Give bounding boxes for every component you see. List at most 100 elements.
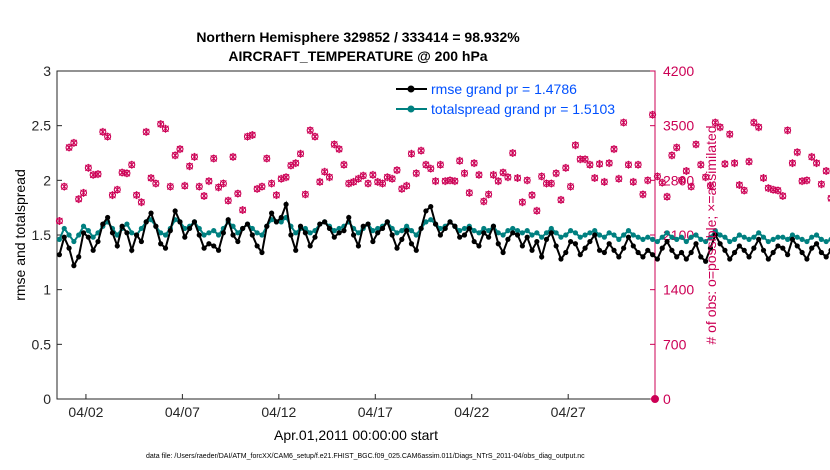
obs-assimilated-point: [470, 159, 478, 168]
rmse-point: [167, 228, 173, 234]
rmse-point: [201, 245, 207, 251]
rmse-point: [486, 234, 492, 240]
totalspread-point: [640, 236, 646, 242]
obs-assimilated-point: [224, 196, 232, 205]
totalspread-point: [61, 225, 67, 232]
rmse-point: [355, 243, 362, 249]
obs-assimilated-point: [220, 179, 227, 188]
totalspread-point: [799, 236, 805, 242]
totalspread-point: [408, 228, 415, 234]
obs-assimilated-point: [663, 192, 671, 201]
obs-assimilated-point: [547, 179, 555, 188]
totalspread-point: [813, 232, 820, 238]
totalspread-point: [760, 234, 767, 240]
totalspread-point: [780, 234, 786, 240]
totalspread-point: [635, 234, 641, 240]
rmse-point: [211, 243, 217, 249]
obs-assimilated-point: [552, 169, 560, 178]
totalspread-point: [404, 223, 410, 229]
obs-assimilated-point: [740, 186, 748, 195]
rmse-point: [510, 230, 516, 236]
rmse-point: [143, 219, 149, 225]
rmse-point: [264, 223, 270, 229]
rmse-point: [162, 245, 169, 251]
obs-assimilated-point: [128, 160, 136, 169]
rmse-point: [452, 223, 458, 229]
y-right-label: # of obs: o=possible; ×=assimilated: [703, 125, 719, 344]
totalspread-point: [751, 234, 757, 240]
rmse-point: [731, 249, 738, 256]
obs-assimilated-point: [678, 176, 685, 185]
rmse-point: [683, 256, 689, 262]
obs-assimilated-point: [176, 145, 184, 154]
rmse-point: [249, 232, 255, 238]
rmse-point: [471, 238, 477, 245]
y-left-tick-label: 0: [43, 391, 51, 407]
rmse-point: [572, 241, 579, 247]
obs-assimilated-point: [692, 140, 700, 149]
rmse-point: [346, 214, 352, 221]
rmse-point: [119, 223, 125, 229]
obs-assimilated-point: [687, 182, 695, 191]
rmse-point: [577, 252, 583, 258]
rmse-point: [423, 208, 429, 214]
obs-assimilated-point: [707, 181, 714, 190]
rmse-point: [302, 230, 308, 236]
obs-assimilated-point: [697, 160, 705, 169]
rmse-point: [524, 234, 530, 240]
totalspread-point: [717, 232, 723, 238]
rmse-point: [500, 249, 506, 256]
obs-assimilated-point: [287, 161, 295, 170]
rmse-point: [659, 245, 665, 251]
legend: rmse grand pr = 1.4786 totalspread grand…: [396, 81, 615, 117]
rmse-point: [56, 252, 63, 258]
obs-assimilated-point: [152, 179, 160, 188]
legend-rmse-label: rmse grand pr = 1.4786: [431, 81, 577, 97]
obs-assimilated-point: [393, 166, 401, 175]
obs-assimilated-point: [760, 173, 767, 182]
rmse-point: [813, 241, 820, 247]
obs-assimilated-point: [234, 189, 242, 198]
rmse-point: [799, 249, 805, 256]
rmse-point: [712, 232, 718, 238]
totalspread-point: [582, 232, 588, 238]
rmse-point: [413, 247, 419, 253]
rmse-point: [756, 236, 762, 242]
obs-assimilated-point: [818, 180, 825, 189]
totalspread-point: [611, 232, 617, 238]
obs-assimilated-point: [60, 182, 68, 191]
rmse-point: [432, 221, 439, 227]
rmse-point: [780, 245, 786, 251]
totalspread-point: [259, 232, 265, 238]
obs-assimilated-point: [113, 185, 121, 194]
obs-assimilated-point: [726, 130, 734, 139]
obs-assimilated-point: [263, 154, 271, 163]
totalspread-point: [712, 228, 718, 234]
obs-assimilated-point: [253, 184, 261, 193]
obs-assimilated-point: [620, 118, 628, 127]
totalspread-point: [616, 236, 622, 242]
rmse-point: [124, 230, 130, 236]
obs-assimilated-point: [808, 152, 816, 161]
obs-assimilated-point: [417, 146, 425, 155]
obs-assimilated-point: [244, 132, 251, 141]
totalspread-point: [794, 234, 800, 240]
totalspread-point: [741, 234, 747, 240]
totalspread-point: [423, 219, 429, 225]
totalspread-point: [568, 228, 574, 234]
rmse-point: [722, 247, 728, 253]
totalspread-point: [162, 232, 169, 238]
totalspread-point: [548, 225, 554, 232]
totalspread-point: [649, 236, 656, 242]
obs-assimilated-point: [273, 191, 280, 200]
obs-assimilated-point: [562, 163, 570, 172]
obs-assimilated-series: [56, 110, 830, 225]
totalspread-point: [66, 232, 72, 238]
x-axis-label: Apr.01,2011 00:00:00 start: [274, 427, 438, 443]
obs-assimilated-point: [205, 177, 213, 186]
obs-assimilated-point: [379, 179, 386, 188]
obs-assimilated-point: [658, 178, 666, 187]
totalspread-point: [307, 230, 313, 236]
rmse-point: [273, 219, 280, 225]
